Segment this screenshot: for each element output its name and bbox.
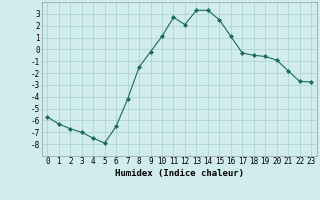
X-axis label: Humidex (Indice chaleur): Humidex (Indice chaleur): [115, 169, 244, 178]
